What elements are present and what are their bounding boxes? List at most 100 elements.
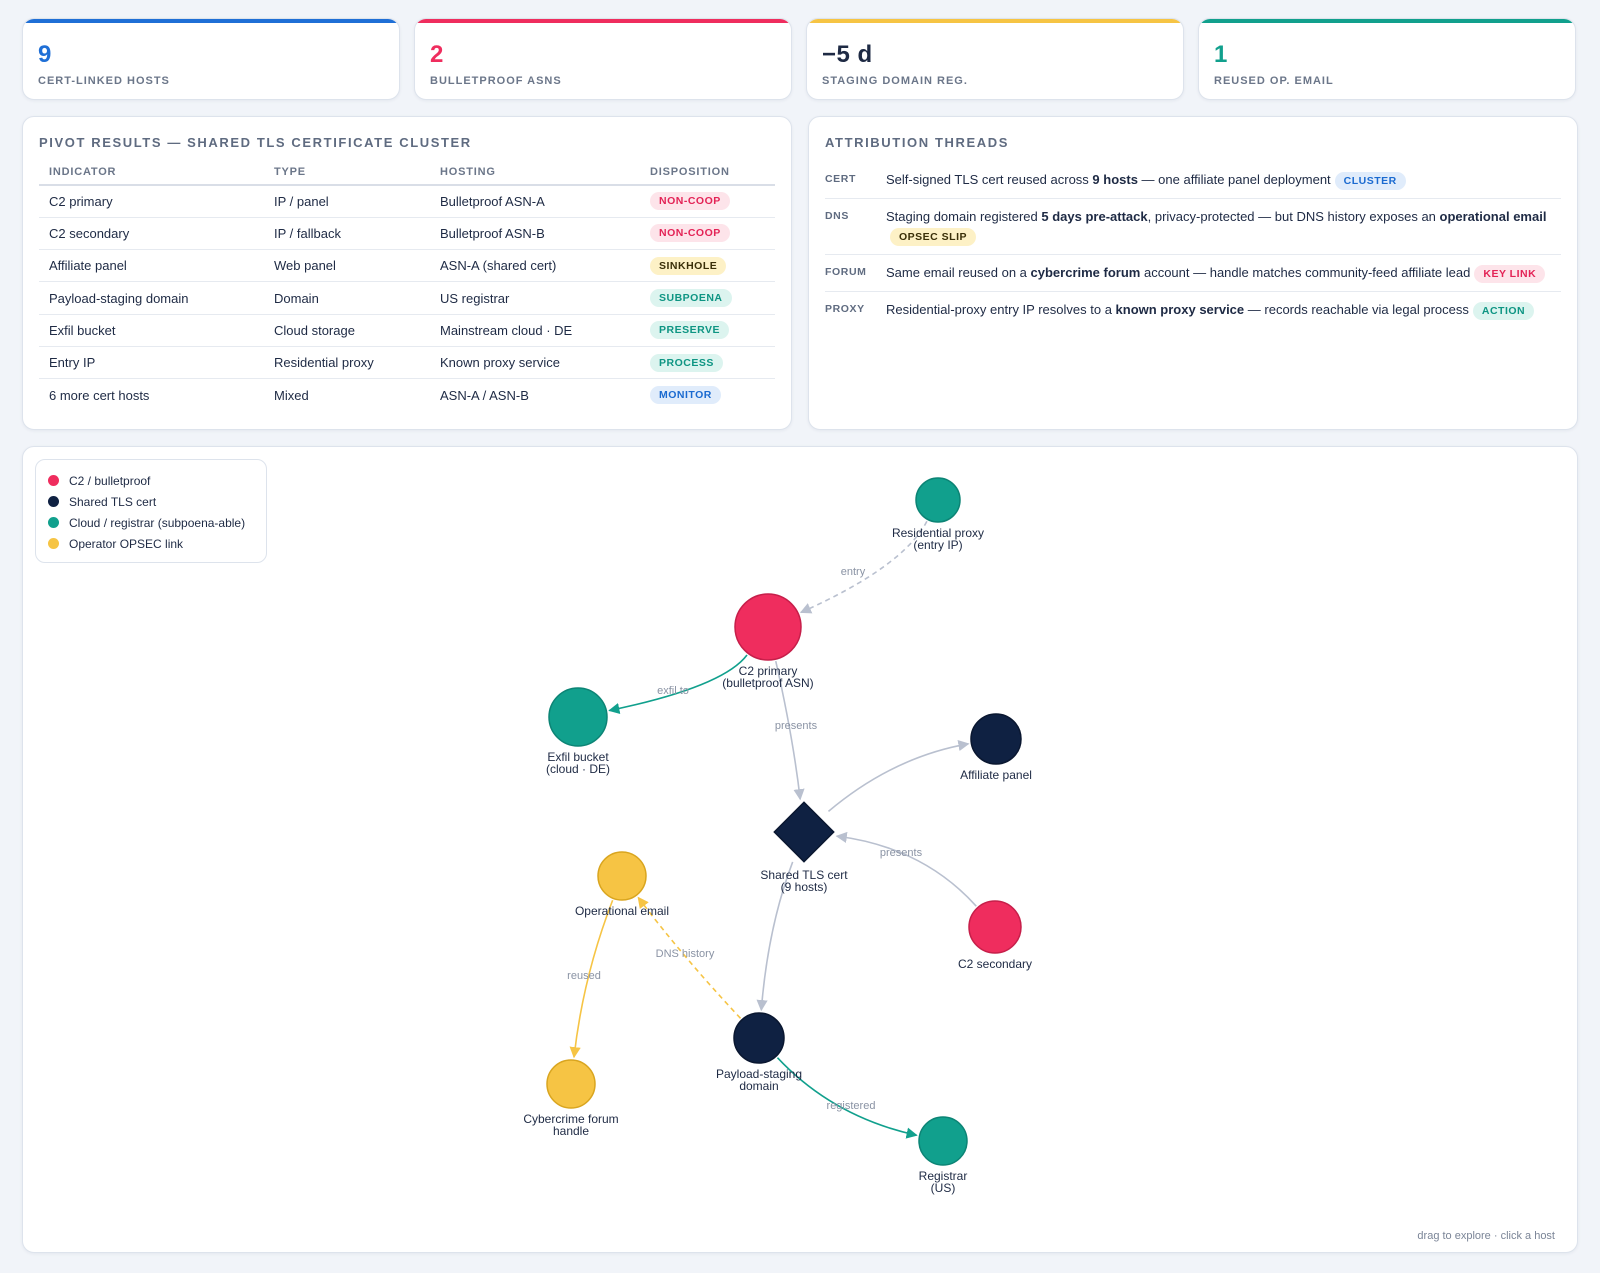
node-label: (9 hosts) xyxy=(781,880,828,894)
edge-label: reused xyxy=(567,970,601,982)
kpi-bulletproof-asns: 2 BULLETPROOF ASNS xyxy=(414,18,792,100)
circle-node-icon[interactable] xyxy=(548,687,608,747)
table-row[interactable]: C2 secondary IP / fallback Bulletproof ASN… xyxy=(39,217,775,251)
circle-node-icon[interactable] xyxy=(968,900,1022,954)
graph-node-proxy[interactable]: Residential proxy(entry IP) xyxy=(892,477,984,552)
graph-node-c2p[interactable]: C2 primary(bulletproof ASN) xyxy=(722,593,814,690)
thread-text: Staging domain registered 5 days pre-att… xyxy=(886,207,1561,246)
cell-disposition: NON-COOP xyxy=(640,185,775,218)
thread-badge: OPSEC SLIP xyxy=(890,228,977,246)
node-label: C2 primary xyxy=(739,664,798,678)
graph-legend: C2 / bulletproof Shared TLS cert Cloud / r… xyxy=(35,459,267,563)
cell-type: Residential proxy xyxy=(264,346,430,380)
thread-forum: FORUM Same email reused on a cybercrime f… xyxy=(825,255,1561,292)
thread-highlight: operational email xyxy=(1439,209,1547,224)
graph-node-affiliate[interactable]: Affiliate panel xyxy=(960,713,1032,782)
thread-segment: Staging domain registered xyxy=(886,209,1042,224)
graph-node-cert[interactable]: Shared TLS cert(9 hosts) xyxy=(760,801,848,894)
column-header-disposition[interactable]: DISPOSITION xyxy=(640,162,775,186)
thread-proxy: PROXY Residential-proxy entry IP resolves… xyxy=(825,292,1561,328)
cell-hosting: ASN-A / ASN-B xyxy=(440,387,529,403)
column-header-hosting[interactable]: HOSTING xyxy=(430,162,640,186)
kpi-label: REUSED OP. EMAIL xyxy=(1214,75,1334,87)
kpi-label: CERT-LINKED HOSTS xyxy=(38,75,170,87)
cell-type: Cloud storage xyxy=(264,314,430,347)
thread-highlight: cybercrime forum xyxy=(1030,265,1141,280)
table-row[interactable]: Affiliate panel Web panel ASN-A (shared ce… xyxy=(39,249,775,283)
node-label: (bulletproof ASN) xyxy=(722,676,813,690)
table-row[interactable]: C2 primary IP / panel Bulletproof ASN-A NON… xyxy=(39,185,775,218)
edge-label: registered xyxy=(827,1100,876,1112)
cell-indicator: Exfil bucket xyxy=(39,314,264,347)
graph-node-email[interactable]: Operational email xyxy=(575,851,669,918)
panel-title: PIVOT RESULTS — SHARED TLS CERTIFICATE C… xyxy=(39,135,472,150)
kpi-value: 1 xyxy=(1214,41,1228,68)
node-label: Cybercrime forum xyxy=(523,1112,618,1126)
graph-edge-staging-email xyxy=(637,896,742,1019)
circle-node-icon[interactable] xyxy=(970,713,1022,765)
cell-disposition: SUBPOENA xyxy=(640,281,775,315)
graph-canvas[interactable]: entry exfil to presents presents DNS history… xyxy=(23,447,1578,1253)
legend-dot-icon xyxy=(48,496,59,507)
legend-item: Cloud / registrar (subpoena-able) xyxy=(48,512,254,533)
cell-indicator: Payload-staging domain xyxy=(39,281,264,315)
diamond-node-icon[interactable] xyxy=(773,801,835,863)
circle-node-icon[interactable] xyxy=(918,1116,968,1166)
cell-hosting: Bulletproof ASN-A xyxy=(430,185,640,218)
graph-edge-proxy-c2p xyxy=(799,520,928,614)
thread-highlight: 9 hosts xyxy=(1092,172,1138,187)
graph-node-exfil[interactable]: Exfil bucket(cloud · DE) xyxy=(546,687,610,776)
node-label: Payload-staging xyxy=(716,1067,802,1081)
thread-segment: Residential-proxy entry IP resolves to a xyxy=(886,302,1116,317)
cell-type: Domain xyxy=(264,281,430,315)
kpi-value: 9 xyxy=(38,41,52,68)
cell-indicator: Entry IP xyxy=(39,346,264,380)
thread-text: Residential-proxy entry IP resolves to a… xyxy=(886,300,1535,320)
kpi-cert-linked-hosts: 9 CERT-LINKED HOSTS xyxy=(22,18,400,100)
node-label: Affiliate panel xyxy=(960,768,1032,782)
thread-tag: PROXY xyxy=(825,303,865,315)
table-row[interactable]: 6 more cert hosts Mixed ASN-A / ASN-B MONIT… xyxy=(39,379,775,411)
edge-label: presents xyxy=(880,847,923,859)
graph-edge-cert-staging xyxy=(756,861,794,1012)
graph-node-registrar[interactable]: Registrar(US) xyxy=(918,1116,968,1195)
pivot-graph[interactable]: entry exfil to presents presents DNS history… xyxy=(22,446,1578,1253)
disposition-badge: NON-COOP xyxy=(650,224,730,243)
graph-edge-email-forum xyxy=(569,899,614,1059)
cell-indicator: C2 secondary xyxy=(39,217,264,251)
disposition-badge: PROCESS xyxy=(650,353,723,372)
disposition-badge: PRESERVE xyxy=(650,321,729,340)
edge-label: exfil to xyxy=(657,685,689,697)
circle-node-icon[interactable] xyxy=(734,593,802,661)
cell-indicator: Affiliate panel xyxy=(39,249,264,283)
cell-disposition: NON-COOP xyxy=(640,217,775,251)
table-row[interactable]: Entry IP Residential proxy Known proxy ser… xyxy=(39,346,775,380)
thread-badge: CLUSTER xyxy=(1334,172,1406,190)
circle-node-icon[interactable] xyxy=(915,477,961,523)
column-header-type[interactable]: TYPE xyxy=(264,162,430,186)
node-label: handle xyxy=(553,1124,589,1138)
panel-title: ATTRIBUTION THREADS xyxy=(825,135,1009,150)
node-label: (US) xyxy=(931,1181,956,1195)
circle-node-icon[interactable] xyxy=(546,1059,596,1109)
legend-dot-icon xyxy=(48,517,59,528)
edge-label: presents xyxy=(775,720,818,732)
table-row[interactable]: Exfil bucket Cloud storage Mainstream clou… xyxy=(39,314,775,347)
node-label: C2 secondary xyxy=(958,957,1032,971)
attribution-threads-panel: ATTRIBUTION THREADS CERT Self-signed TLS … xyxy=(808,116,1578,430)
table-row[interactable]: Payload-staging domain Domain US registrar… xyxy=(39,281,775,315)
pivot-results-panel: PIVOT RESULTS — SHARED TLS CERTIFICATE C… xyxy=(22,116,792,430)
thread-highlight: known proxy service xyxy=(1115,302,1245,317)
graph-node-c2s[interactable]: C2 secondary xyxy=(958,900,1032,971)
thread-segment: Self-signed TLS cert reused across xyxy=(886,172,1093,187)
thread-list: CERT Self-signed TLS cert reused across 9… xyxy=(825,162,1561,328)
cell-hosting: Known proxy service xyxy=(430,346,640,380)
circle-node-icon[interactable] xyxy=(733,1012,785,1064)
cell-hosting: Mainstream cloud · DE xyxy=(430,314,640,347)
circle-node-icon[interactable] xyxy=(597,851,647,901)
graph-edge-c2p-exfil xyxy=(608,654,748,714)
column-header-indicator[interactable]: INDICATOR xyxy=(39,162,264,186)
graph-hint: drag to explore · click a host xyxy=(1417,1230,1555,1242)
